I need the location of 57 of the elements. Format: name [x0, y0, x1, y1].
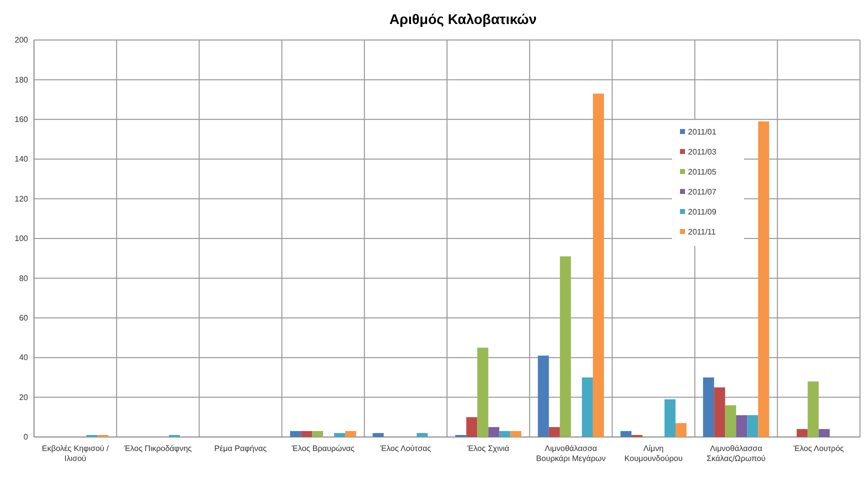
- legend-label: 2011/01: [688, 128, 717, 137]
- y-tick-label: 100: [14, 234, 29, 244]
- y-tick-label: 180: [14, 75, 29, 84]
- x-tick-label: Έλος Λούτσας: [379, 444, 432, 453]
- bar: [736, 415, 748, 437]
- bar: [466, 417, 478, 437]
- y-tick-label: 160: [14, 114, 29, 124]
- bar: [818, 429, 830, 437]
- bar: [560, 256, 571, 437]
- y-tick-label: 0: [24, 432, 29, 442]
- bar: [312, 431, 324, 437]
- y-tick-label: 40: [19, 353, 29, 362]
- x-tick-label: Λιμνοθάλασσα Σκάλας/Ωρωπού: [706, 444, 766, 463]
- y-tick-label: 80: [19, 274, 29, 283]
- x-tick-label: Έλος Βραυρώνας: [290, 444, 355, 453]
- bar: [703, 377, 714, 437]
- x-tick-label: Εκβολές Κηφισού / Ιλισού: [42, 444, 110, 463]
- bar: [477, 348, 488, 437]
- bar: [725, 405, 736, 437]
- bar: [808, 381, 819, 437]
- bar: [290, 431, 302, 437]
- bar: [620, 431, 632, 437]
- bar: [510, 431, 522, 437]
- bar: [334, 433, 346, 437]
- chart-title: Αριθμός Καλοβατικών: [389, 11, 537, 27]
- x-tick-label: Έλος Σχινιά: [466, 444, 510, 453]
- x-tick-label: Έλος Πικροδάφνης: [122, 444, 192, 453]
- bar: [301, 431, 312, 437]
- bar: [548, 427, 560, 437]
- bar: [714, 387, 726, 437]
- bar: [488, 427, 500, 437]
- x-tick-label: Έλος Λουτρός: [792, 444, 844, 453]
- x-tick-label: Λιμνοθάλασσα Βουρκάρι Μεγάρων: [536, 444, 606, 463]
- bar: [345, 431, 356, 437]
- bar: [758, 121, 770, 437]
- bar: [676, 423, 687, 437]
- legend-label: 2011/09: [688, 208, 717, 217]
- bar: [416, 433, 428, 437]
- y-tick-label: 140: [14, 154, 29, 164]
- legend-label: 2011/05: [688, 168, 717, 177]
- y-tick-label: 60: [19, 313, 29, 322]
- bar: [499, 431, 510, 437]
- legend-label: 2011/11: [688, 228, 716, 237]
- y-tick-label: 20: [19, 392, 29, 402]
- x-tick-label: Λίμνη Κουμουνδούρου: [624, 444, 683, 463]
- legend-label: 2011/07: [688, 188, 717, 197]
- bar: [372, 433, 384, 437]
- x-tick-label: Ρέμα Ραφήνας: [214, 444, 267, 453]
- legend-label: 2011/03: [688, 148, 717, 157]
- bar: [592, 94, 604, 437]
- bar: [747, 415, 758, 437]
- y-tick-label: 120: [14, 194, 29, 204]
- bar: [538, 356, 549, 437]
- bar: [796, 429, 808, 437]
- y-tick-label: 200: [14, 36, 29, 45]
- bar: [582, 377, 593, 437]
- bar: [664, 399, 676, 437]
